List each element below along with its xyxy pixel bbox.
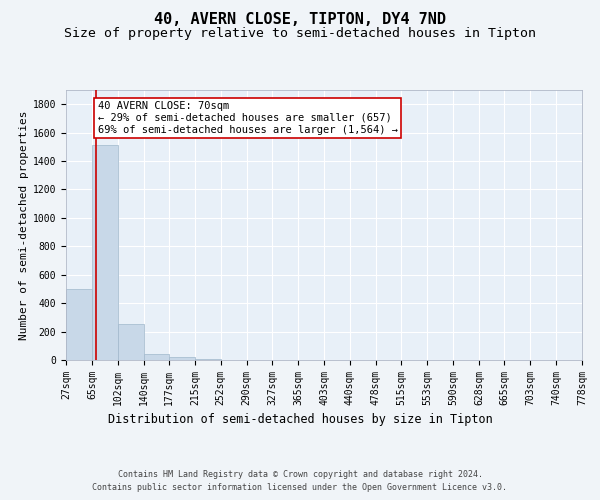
Text: 40, AVERN CLOSE, TIPTON, DY4 7ND: 40, AVERN CLOSE, TIPTON, DY4 7ND — [154, 12, 446, 28]
Y-axis label: Number of semi-detached properties: Number of semi-detached properties — [19, 110, 29, 340]
Bar — [92, 146, 118, 360]
Bar — [169, 357, 195, 360]
Text: Size of property relative to semi-detached houses in Tipton: Size of property relative to semi-detach… — [64, 28, 536, 40]
Text: Distribution of semi-detached houses by size in Tipton: Distribution of semi-detached houses by … — [107, 412, 493, 426]
Bar — [118, 324, 143, 360]
Text: Contains public sector information licensed under the Open Government Licence v3: Contains public sector information licen… — [92, 482, 508, 492]
Text: Contains HM Land Registry data © Crown copyright and database right 2024.: Contains HM Land Registry data © Crown c… — [118, 470, 482, 479]
Text: 40 AVERN CLOSE: 70sqm
← 29% of semi-detached houses are smaller (657)
69% of sem: 40 AVERN CLOSE: 70sqm ← 29% of semi-deta… — [98, 102, 398, 134]
Bar — [66, 289, 92, 360]
Bar — [143, 354, 169, 360]
